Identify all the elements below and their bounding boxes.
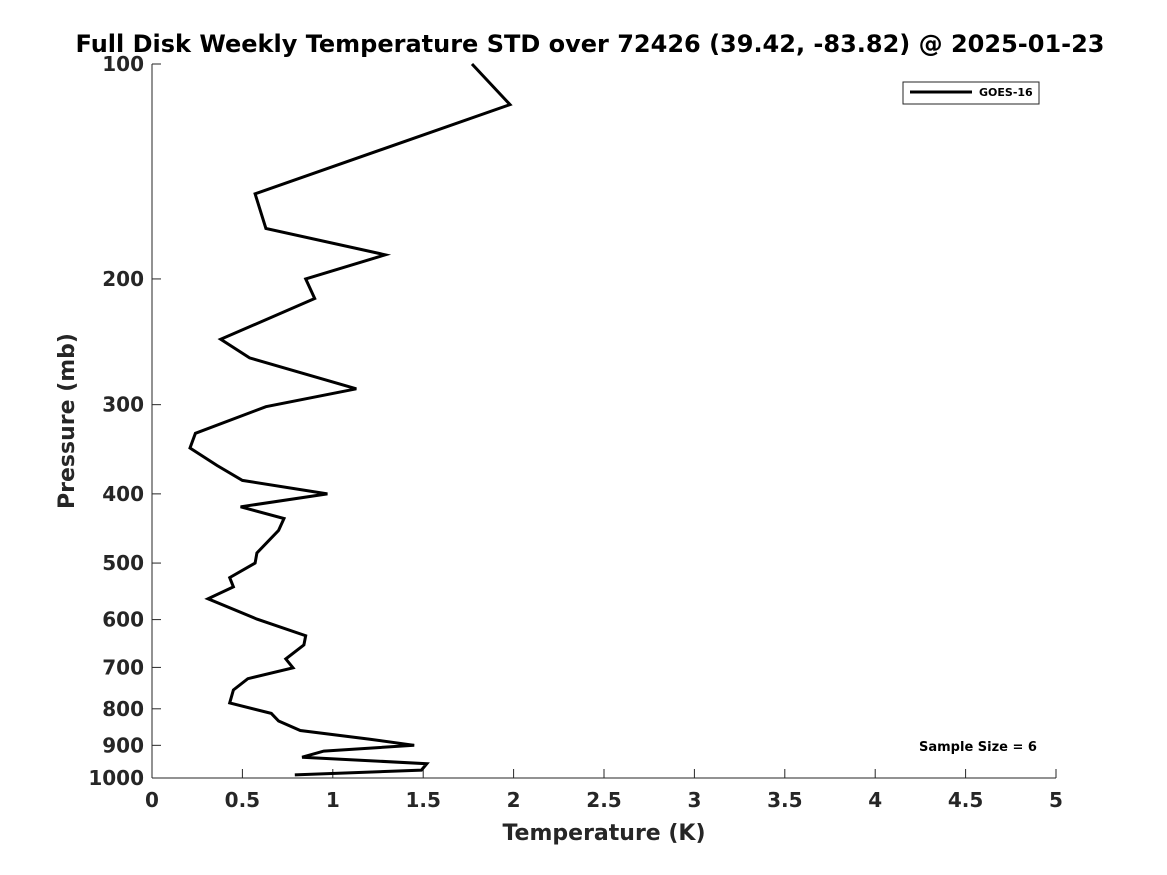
x-tick-label: 3.5 bbox=[767, 788, 802, 812]
y-tick-label: 800 bbox=[102, 697, 144, 721]
y-ticks: 100 200 300 400 500 600 700 800 900 1000 bbox=[88, 52, 161, 790]
legend: GOES-16 bbox=[902, 81, 1040, 105]
x-ticks: 0 0.5 1 1.5 2 2.5 3 3.5 4 4.5 5 bbox=[145, 769, 1063, 812]
chart-title: Full Disk Weekly Temperature STD over 72… bbox=[76, 30, 1105, 58]
y-tick-label: 100 bbox=[102, 52, 144, 76]
legend-label: GOES-16 bbox=[979, 86, 1033, 99]
y-tick-label: 400 bbox=[102, 482, 144, 506]
x-axis-label: Temperature (K) bbox=[502, 821, 705, 846]
x-tick-label: 0 bbox=[145, 788, 159, 812]
y-tick-label: 700 bbox=[102, 655, 144, 679]
y-tick-label: 300 bbox=[102, 393, 144, 417]
y-tick-label: 900 bbox=[102, 733, 144, 757]
sample-size-annotation: Sample Size = 6 bbox=[919, 740, 1037, 755]
series-layer bbox=[188, 62, 513, 777]
x-tick-label: 5 bbox=[1049, 788, 1063, 812]
x-tick-label: 4 bbox=[868, 788, 882, 812]
x-tick-label: 2 bbox=[507, 788, 521, 812]
x-tick-label: 2.5 bbox=[586, 788, 621, 812]
y-axis-label: Pressure (mb) bbox=[55, 333, 80, 509]
x-tick-label: 3 bbox=[687, 788, 701, 812]
x-tick-label: 1.5 bbox=[405, 788, 440, 812]
x-tick-label: 4.5 bbox=[948, 788, 983, 812]
series-line-0 bbox=[188, 62, 513, 777]
y-tick-label: 500 bbox=[102, 551, 144, 575]
y-tick-label: 600 bbox=[102, 608, 144, 632]
y-tick-label: 200 bbox=[102, 267, 144, 291]
y-tick-label: 1000 bbox=[88, 766, 144, 790]
x-tick-label: 1 bbox=[326, 788, 340, 812]
x-tick-label: 0.5 bbox=[225, 788, 260, 812]
